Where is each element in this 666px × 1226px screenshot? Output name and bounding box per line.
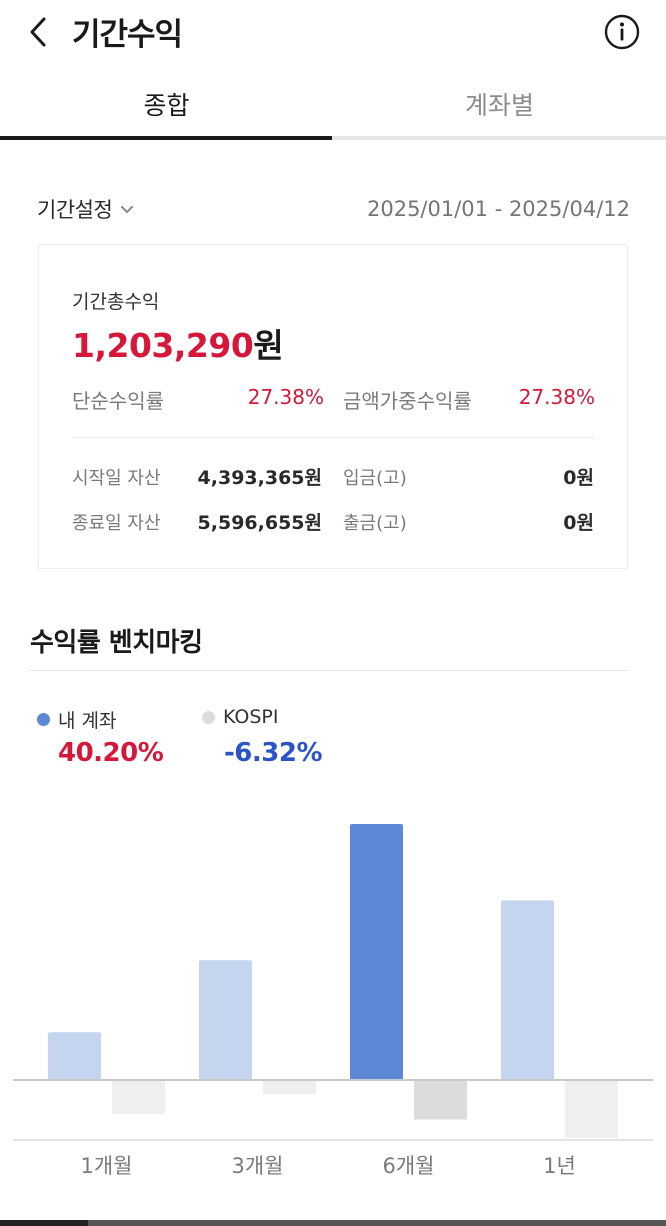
tab-summary[interactable]: 종합 bbox=[143, 91, 190, 120]
benchmark-bar-chart: 1개월 3개월 6개월 1년 bbox=[13, 824, 653, 1178]
bar-kospi-2[interactable] bbox=[263, 1080, 316, 1095]
legend-dot-kospi bbox=[202, 710, 215, 724]
weighted-rate-label: 금액가중수익률 bbox=[343, 389, 472, 413]
bar-my-account-4[interactable] bbox=[501, 900, 554, 1080]
info-button[interactable] bbox=[603, 13, 641, 51]
end-asset-label: 종료일 자산 bbox=[72, 513, 161, 534]
simple-rate-row: 단순수익률 27.38% bbox=[72, 385, 324, 414]
tab-active-indicator bbox=[0, 136, 332, 140]
total-return-unit: 원 bbox=[253, 326, 284, 365]
tab-by-account[interactable]: 계좌별 bbox=[464, 91, 534, 120]
card-divider bbox=[72, 437, 594, 438]
chevron-down-icon bbox=[121, 206, 134, 213]
back-button[interactable] bbox=[22, 12, 58, 52]
weighted-rate-row: 금액가중수익률 27.38% bbox=[343, 385, 595, 414]
end-asset-value: 5,596,655원 bbox=[197, 512, 322, 534]
total-return-label: 기간총수익 bbox=[72, 291, 160, 313]
deposit-value: 0원 bbox=[563, 467, 594, 489]
withdraw-label: 출금(고) bbox=[343, 513, 407, 534]
deposit-label: 입금(고) bbox=[343, 468, 407, 489]
tab-underline-track bbox=[0, 136, 666, 140]
benchmark-title: 수익률 벤치마킹 bbox=[30, 628, 203, 658]
x-axis-label-1: 1개월 bbox=[80, 1154, 132, 1178]
total-return-amount: 1,203,290 bbox=[72, 326, 254, 365]
home-indicator bbox=[0, 1220, 666, 1226]
legend-label-my-account: 내 계좌 bbox=[58, 710, 117, 732]
legend-my-account: 내 계좌 bbox=[37, 706, 116, 733]
home-indicator-segment bbox=[0, 1220, 88, 1226]
legend-label-kospi: KOSPI bbox=[223, 706, 279, 728]
x-axis-label-2: 3개월 bbox=[231, 1154, 283, 1178]
weighted-rate-value: 27.38% bbox=[518, 385, 595, 409]
info-circle-icon bbox=[604, 14, 640, 50]
chevron-left-icon bbox=[30, 17, 46, 47]
bar-my-account-3[interactable] bbox=[350, 824, 403, 1080]
bar-my-account-1[interactable] bbox=[48, 1032, 101, 1080]
legend-kospi: KOSPI bbox=[202, 706, 279, 728]
withdraw-value: 0원 bbox=[563, 512, 594, 534]
legend-dot-my-account bbox=[37, 713, 50, 726]
bar-kospi-3[interactable] bbox=[414, 1080, 467, 1120]
date-range: 2025/01/01 - 2025/04/12 bbox=[366, 197, 630, 221]
benchmark-divider bbox=[30, 670, 628, 671]
period-summary-card: 기간총수익 1,203,290원 단순수익률 27.38% 금액가중수익률 27… bbox=[38, 244, 628, 569]
simple-rate-value: 27.38% bbox=[247, 385, 324, 409]
start-asset-label: 시작일 자산 bbox=[72, 468, 161, 489]
period-setting-label: 기간설정 bbox=[37, 198, 113, 222]
header: 기간수익 bbox=[0, 0, 666, 66]
page-title: 기간수익 bbox=[72, 17, 183, 53]
x-axis-label-4: 1년 bbox=[543, 1154, 576, 1178]
tab-bar: 종합 계좌별 bbox=[0, 76, 666, 140]
kospi-return-value: -6.32% bbox=[224, 738, 323, 768]
simple-rate-label: 단순수익률 bbox=[72, 389, 164, 413]
bar-my-account-2[interactable] bbox=[199, 960, 252, 1080]
x-axis-label-3: 6개월 bbox=[382, 1154, 434, 1178]
bar-kospi-1[interactable] bbox=[112, 1080, 165, 1115]
total-return-value: 1,203,290원 bbox=[72, 319, 284, 367]
my-account-return-value: 40.20% bbox=[58, 738, 164, 768]
period-setting-dropdown[interactable]: 기간설정 bbox=[37, 192, 134, 226]
start-asset-value: 4,393,365원 bbox=[197, 467, 322, 489]
bar-kospi-4[interactable] bbox=[565, 1080, 618, 1138]
